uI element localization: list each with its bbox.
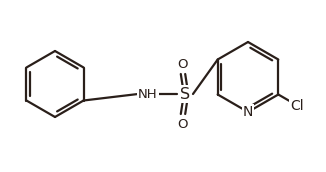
Text: O: O <box>178 57 188 71</box>
Text: O: O <box>178 117 188 131</box>
Text: S: S <box>180 87 190 101</box>
Text: Cl: Cl <box>290 99 304 112</box>
Text: NH: NH <box>138 88 158 100</box>
Text: N: N <box>243 105 253 119</box>
